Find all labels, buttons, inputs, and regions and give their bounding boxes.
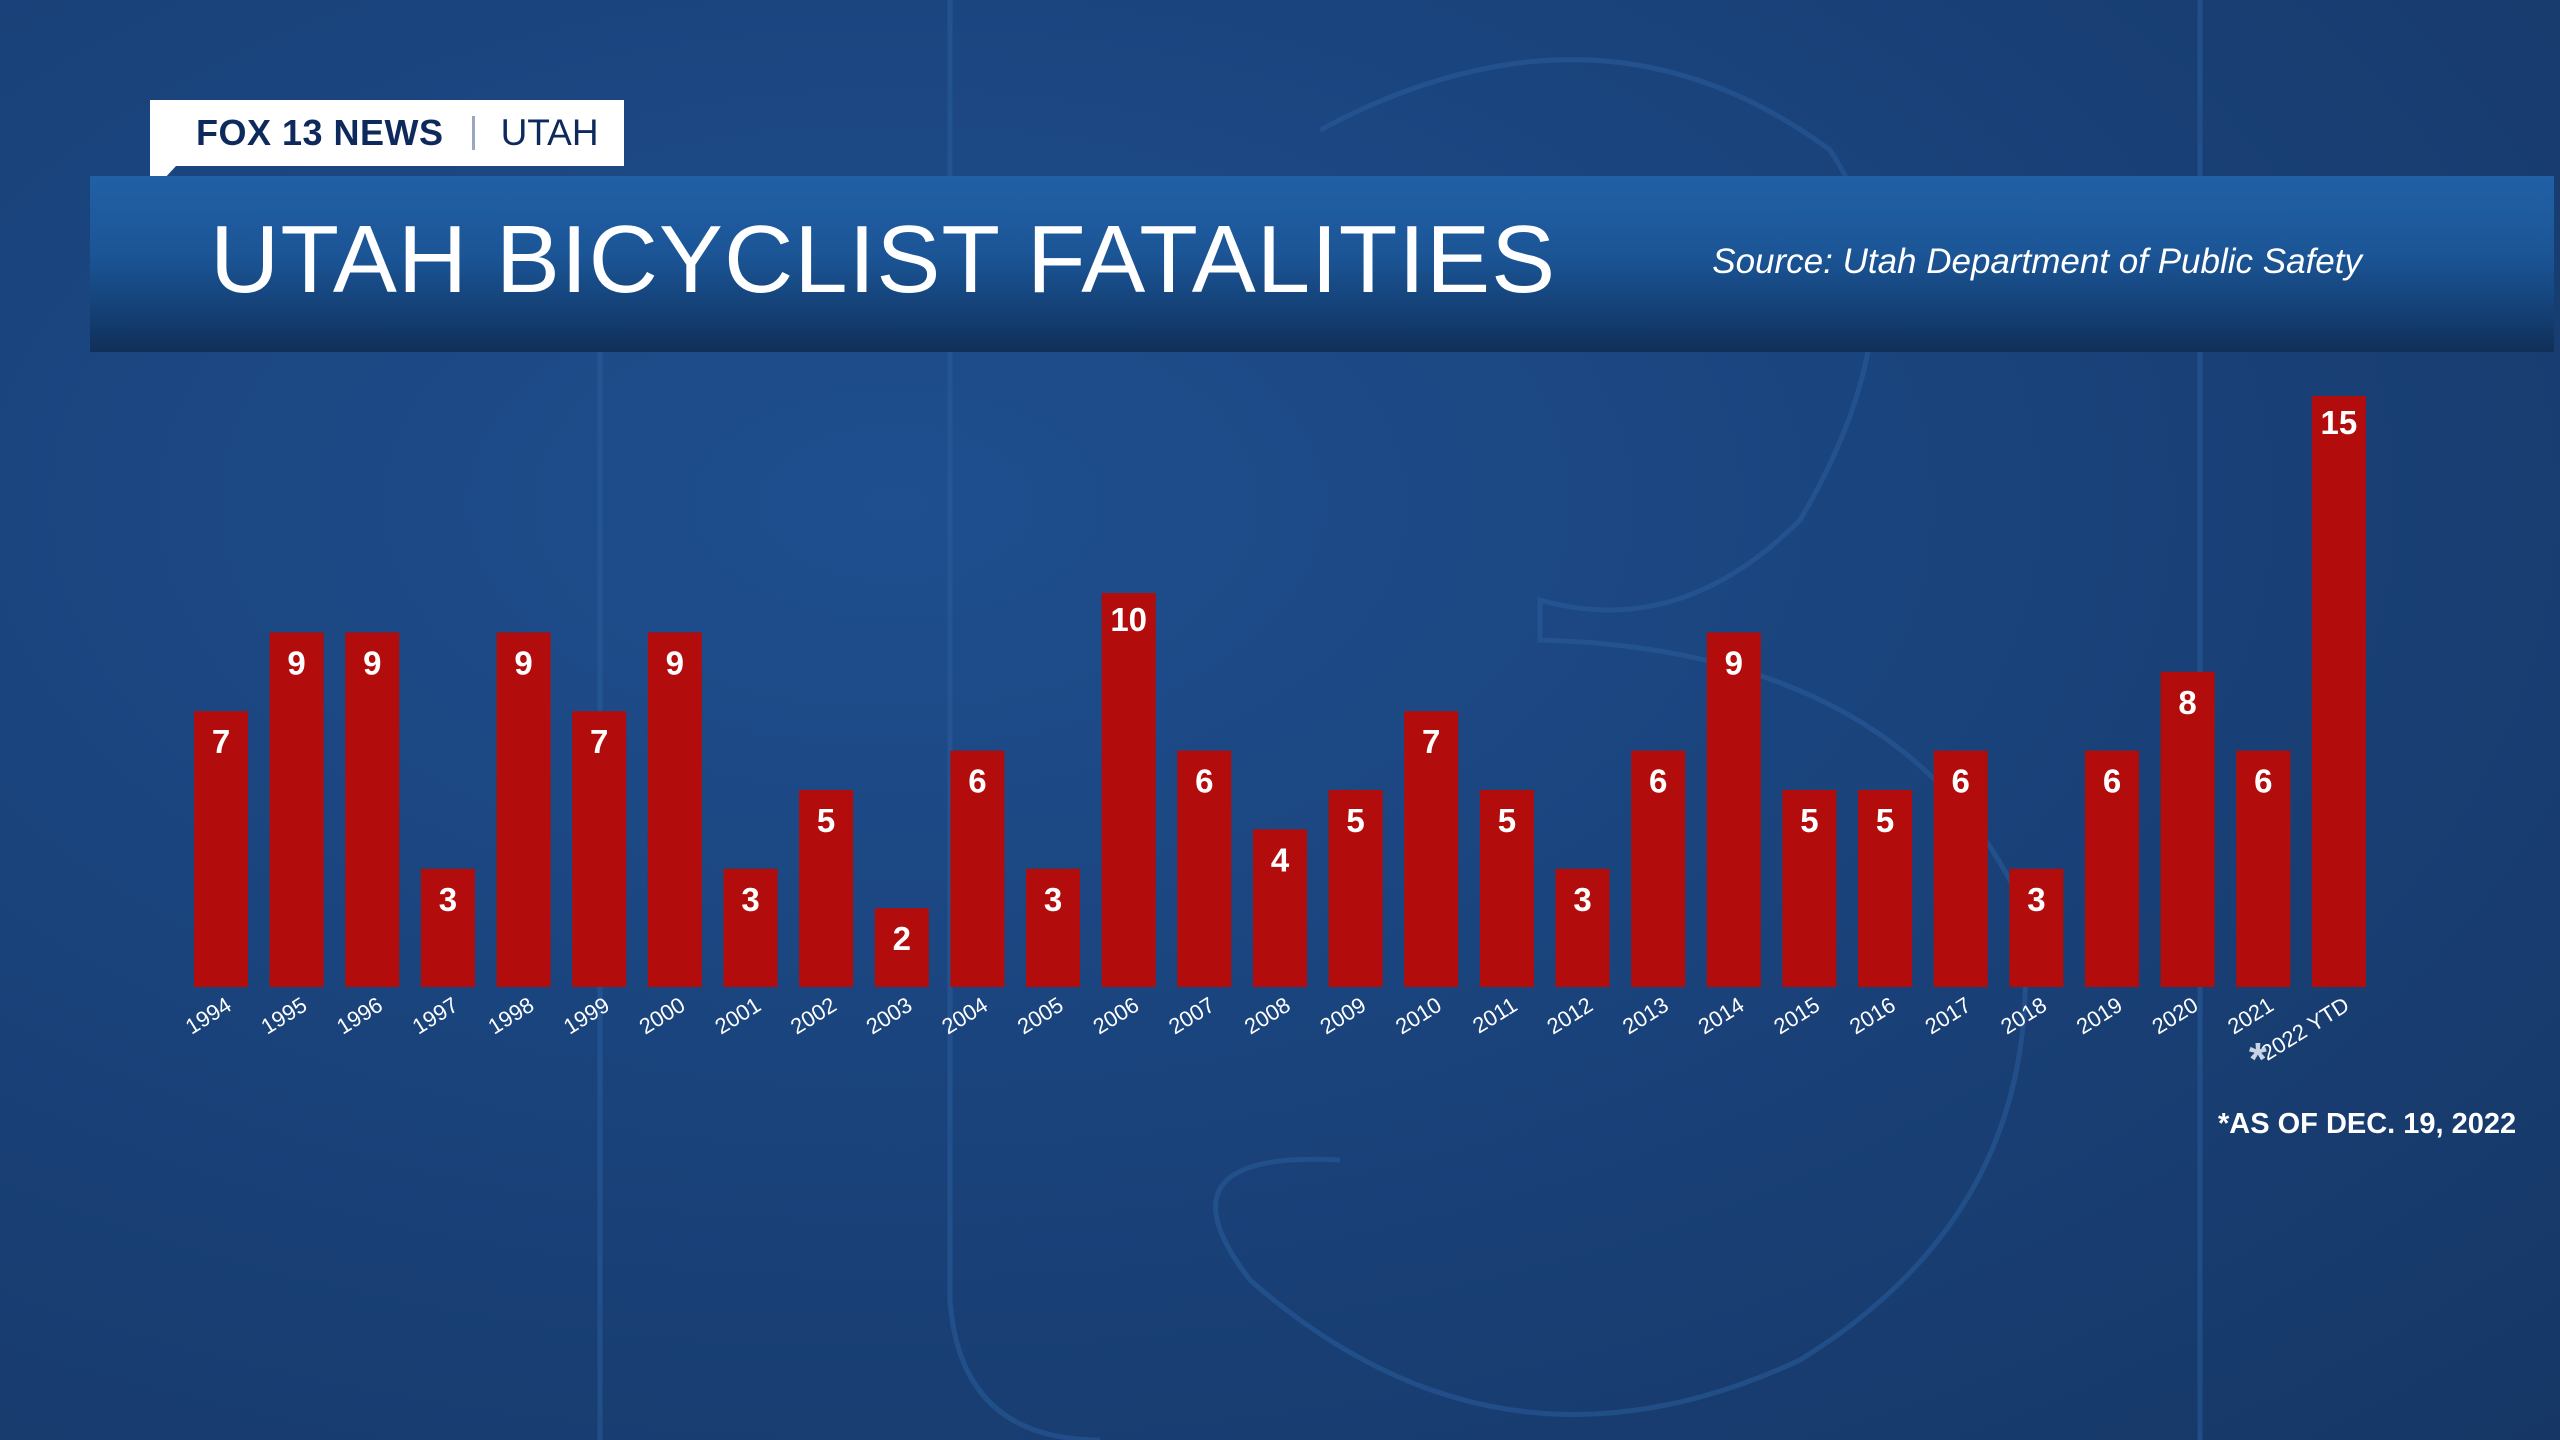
bar-2014 [1706, 632, 1761, 987]
x-tick-label: 2014 [1694, 992, 1749, 1039]
bar-value-label: 9 [287, 644, 305, 681]
x-tick-label: 2019 [2072, 992, 2127, 1039]
bar-value-label: 6 [1952, 763, 1970, 800]
brand-divider [471, 116, 475, 150]
bar-2019 [2085, 750, 2139, 987]
chart-title: UTAH BICYCLIST FATALITIES [210, 206, 1557, 313]
bar-2000 [647, 632, 702, 987]
bar-2002 [799, 790, 854, 987]
footnote-marker: * [2249, 1033, 2267, 1085]
bar-2004 [950, 750, 1005, 987]
x-tick-label: 2015 [1769, 992, 1824, 1039]
bar-value-label: 6 [1649, 763, 1667, 800]
bar-value-label: 9 [363, 644, 381, 681]
x-tick-label: 1997 [408, 992, 463, 1039]
bar-value-label: 5 [1800, 802, 1818, 839]
x-tick-label: 2016 [1845, 992, 1900, 1039]
bar-1995 [269, 632, 324, 987]
bar-value-label: 5 [817, 802, 835, 839]
bar-value-label: 9 [666, 644, 684, 681]
bar-2001 [723, 868, 778, 987]
chart-source: Source: Utah Department of Public Safety [1712, 242, 2362, 281]
bar-value-label: 7 [590, 723, 608, 760]
bar-value-label: 7 [212, 723, 230, 760]
x-tick-label: 2007 [1164, 992, 1219, 1039]
bar-value-label: 5 [1498, 802, 1516, 839]
bar-2022-ytd [2311, 396, 2366, 987]
bar-value-label: 9 [1725, 644, 1743, 681]
x-tick-label: 2012 [1542, 992, 1597, 1039]
x-tick-label: 2000 [635, 992, 690, 1039]
x-tick-label: 1998 [483, 992, 538, 1039]
bar-value-label: 6 [1195, 763, 1213, 800]
bar-value-label: 3 [439, 881, 457, 918]
bar-2008 [1253, 829, 1307, 987]
x-tick-label: 2020 [2147, 992, 2202, 1039]
bar-2021 [2236, 750, 2291, 987]
bar-2007 [1177, 750, 1232, 987]
bar-value-label: 3 [741, 881, 759, 918]
x-tick-label: 1994 [181, 992, 236, 1039]
bar-2010 [1404, 711, 1459, 987]
bar-2015 [1782, 790, 1837, 987]
bar-2006 [1101, 593, 1156, 987]
x-tick-label: 1999 [559, 992, 614, 1039]
bar-value-label: 6 [2103, 763, 2121, 800]
x-tick-label: 2011 [1468, 992, 1521, 1038]
x-tick-label: 2017 [1921, 992, 1976, 1039]
bar-2005 [1026, 868, 1080, 987]
bar-value-label: 5 [1346, 802, 1364, 839]
bar-2017 [1933, 750, 1988, 987]
chart-footnote: *AS OF DEC. 19, 2022 [2218, 1108, 2517, 1140]
bar-2018 [2009, 868, 2064, 987]
bar-value-label: 4 [1271, 841, 1290, 878]
title-band: UTAH BICYCLIST FATALITIES Source: Utah D… [90, 176, 2554, 352]
bar-value-label: 10 [1110, 601, 1147, 638]
x-tick-label: 1995 [256, 992, 311, 1039]
bar-2012 [1555, 868, 1610, 987]
bar-1996 [345, 632, 400, 987]
bar-value-label: 3 [1573, 881, 1591, 918]
bar-2003 [874, 908, 929, 987]
x-tick-label: 2001 [710, 992, 765, 1039]
bar-value-label: 6 [2254, 763, 2272, 800]
bar-2020 [2160, 671, 2215, 987]
x-tick-label: 2002 [786, 992, 841, 1039]
bar-value-label: 3 [2027, 881, 2045, 918]
bar-value-label: 7 [1422, 723, 1440, 760]
bar-value-label: 3 [1044, 881, 1062, 918]
x-tick-label: 2013 [1618, 992, 1673, 1039]
x-tick-label: 2018 [1996, 992, 2051, 1039]
x-tick-label: 2009 [1315, 992, 1370, 1039]
bar-value-label: 6 [968, 763, 986, 800]
bar-2011 [1479, 790, 1534, 987]
brand-region: UTAH [500, 112, 599, 153]
bar-value-label: 8 [2178, 684, 2196, 721]
x-tick-label: 2003 [862, 992, 917, 1039]
brand-name: FOX 13 NEWS [196, 112, 444, 153]
brand-tag: FOX 13 NEWS UTAH [150, 100, 624, 194]
bar-value-label: 2 [893, 920, 911, 957]
bar-1999 [572, 711, 627, 987]
x-tick-label: 2006 [1089, 992, 1144, 1039]
bar-value-label: 5 [1876, 802, 1894, 839]
bar-value-label: 9 [514, 644, 532, 681]
x-tick-label: 2010 [1391, 992, 1446, 1039]
x-tick-label: 2008 [1240, 992, 1295, 1039]
bar-1998 [496, 632, 551, 987]
bar-2013 [1631, 750, 1686, 987]
x-tick-label: 2005 [1013, 992, 1068, 1039]
bar-1997 [420, 868, 475, 987]
bar-value-label: 15 [2321, 404, 2358, 441]
x-tick-label: 2004 [937, 992, 992, 1039]
bar-2016 [1858, 790, 1913, 987]
x-tick-label: 1996 [332, 992, 387, 1039]
bar-2009 [1328, 790, 1383, 987]
bar-1994 [194, 711, 248, 987]
